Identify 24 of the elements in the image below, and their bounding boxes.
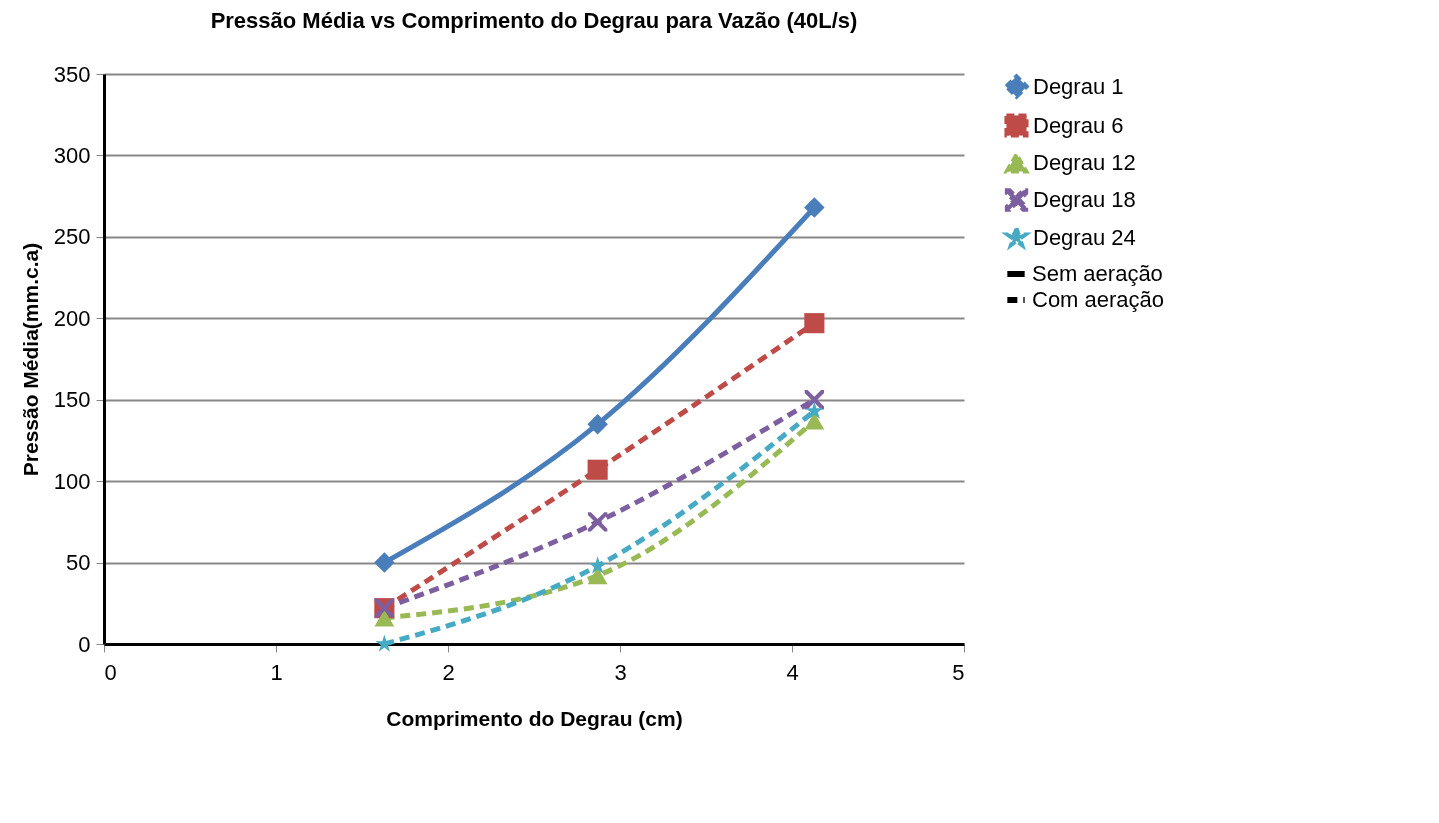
y-tick-label: 250 xyxy=(53,224,91,250)
y-tick-label: 100 xyxy=(53,468,91,494)
x-tick-label: 1 xyxy=(270,659,283,685)
y-axis-title: Pressão Média(mm.c.a) xyxy=(18,242,42,477)
y-tick-label: 0 xyxy=(78,631,91,657)
legend-label: Degrau 12 xyxy=(1033,150,1136,175)
chart-title: Pressão Média vs Comprimento do Degrau para Vazão (40L/s) xyxy=(210,8,858,33)
legend-label: Degrau 1 xyxy=(1033,73,1124,99)
x-tick-label: 0 xyxy=(104,659,117,685)
x-tick-label: 4 xyxy=(786,659,799,685)
y-tick-label: 150 xyxy=(53,387,91,413)
legend-label: Degrau 18 xyxy=(1033,187,1136,212)
text: Sem aeração xyxy=(1032,261,1163,286)
x-tick-label: 2 xyxy=(442,659,455,685)
text: Com aeração xyxy=(1032,287,1165,312)
legend-label: Degrau 24 xyxy=(1033,224,1136,250)
y-tick-label: 350 xyxy=(53,61,91,87)
y-tick-label: 50 xyxy=(66,550,91,576)
x-axis-title: Comprimento do Degrau (cm) xyxy=(386,706,683,730)
y-tick-label: 300 xyxy=(53,142,91,168)
legend-label: Degrau 6 xyxy=(1033,112,1124,138)
x-tick-label: 3 xyxy=(614,659,627,685)
x-tick-label: 5 xyxy=(952,659,965,685)
y-tick-label: 200 xyxy=(53,305,91,331)
